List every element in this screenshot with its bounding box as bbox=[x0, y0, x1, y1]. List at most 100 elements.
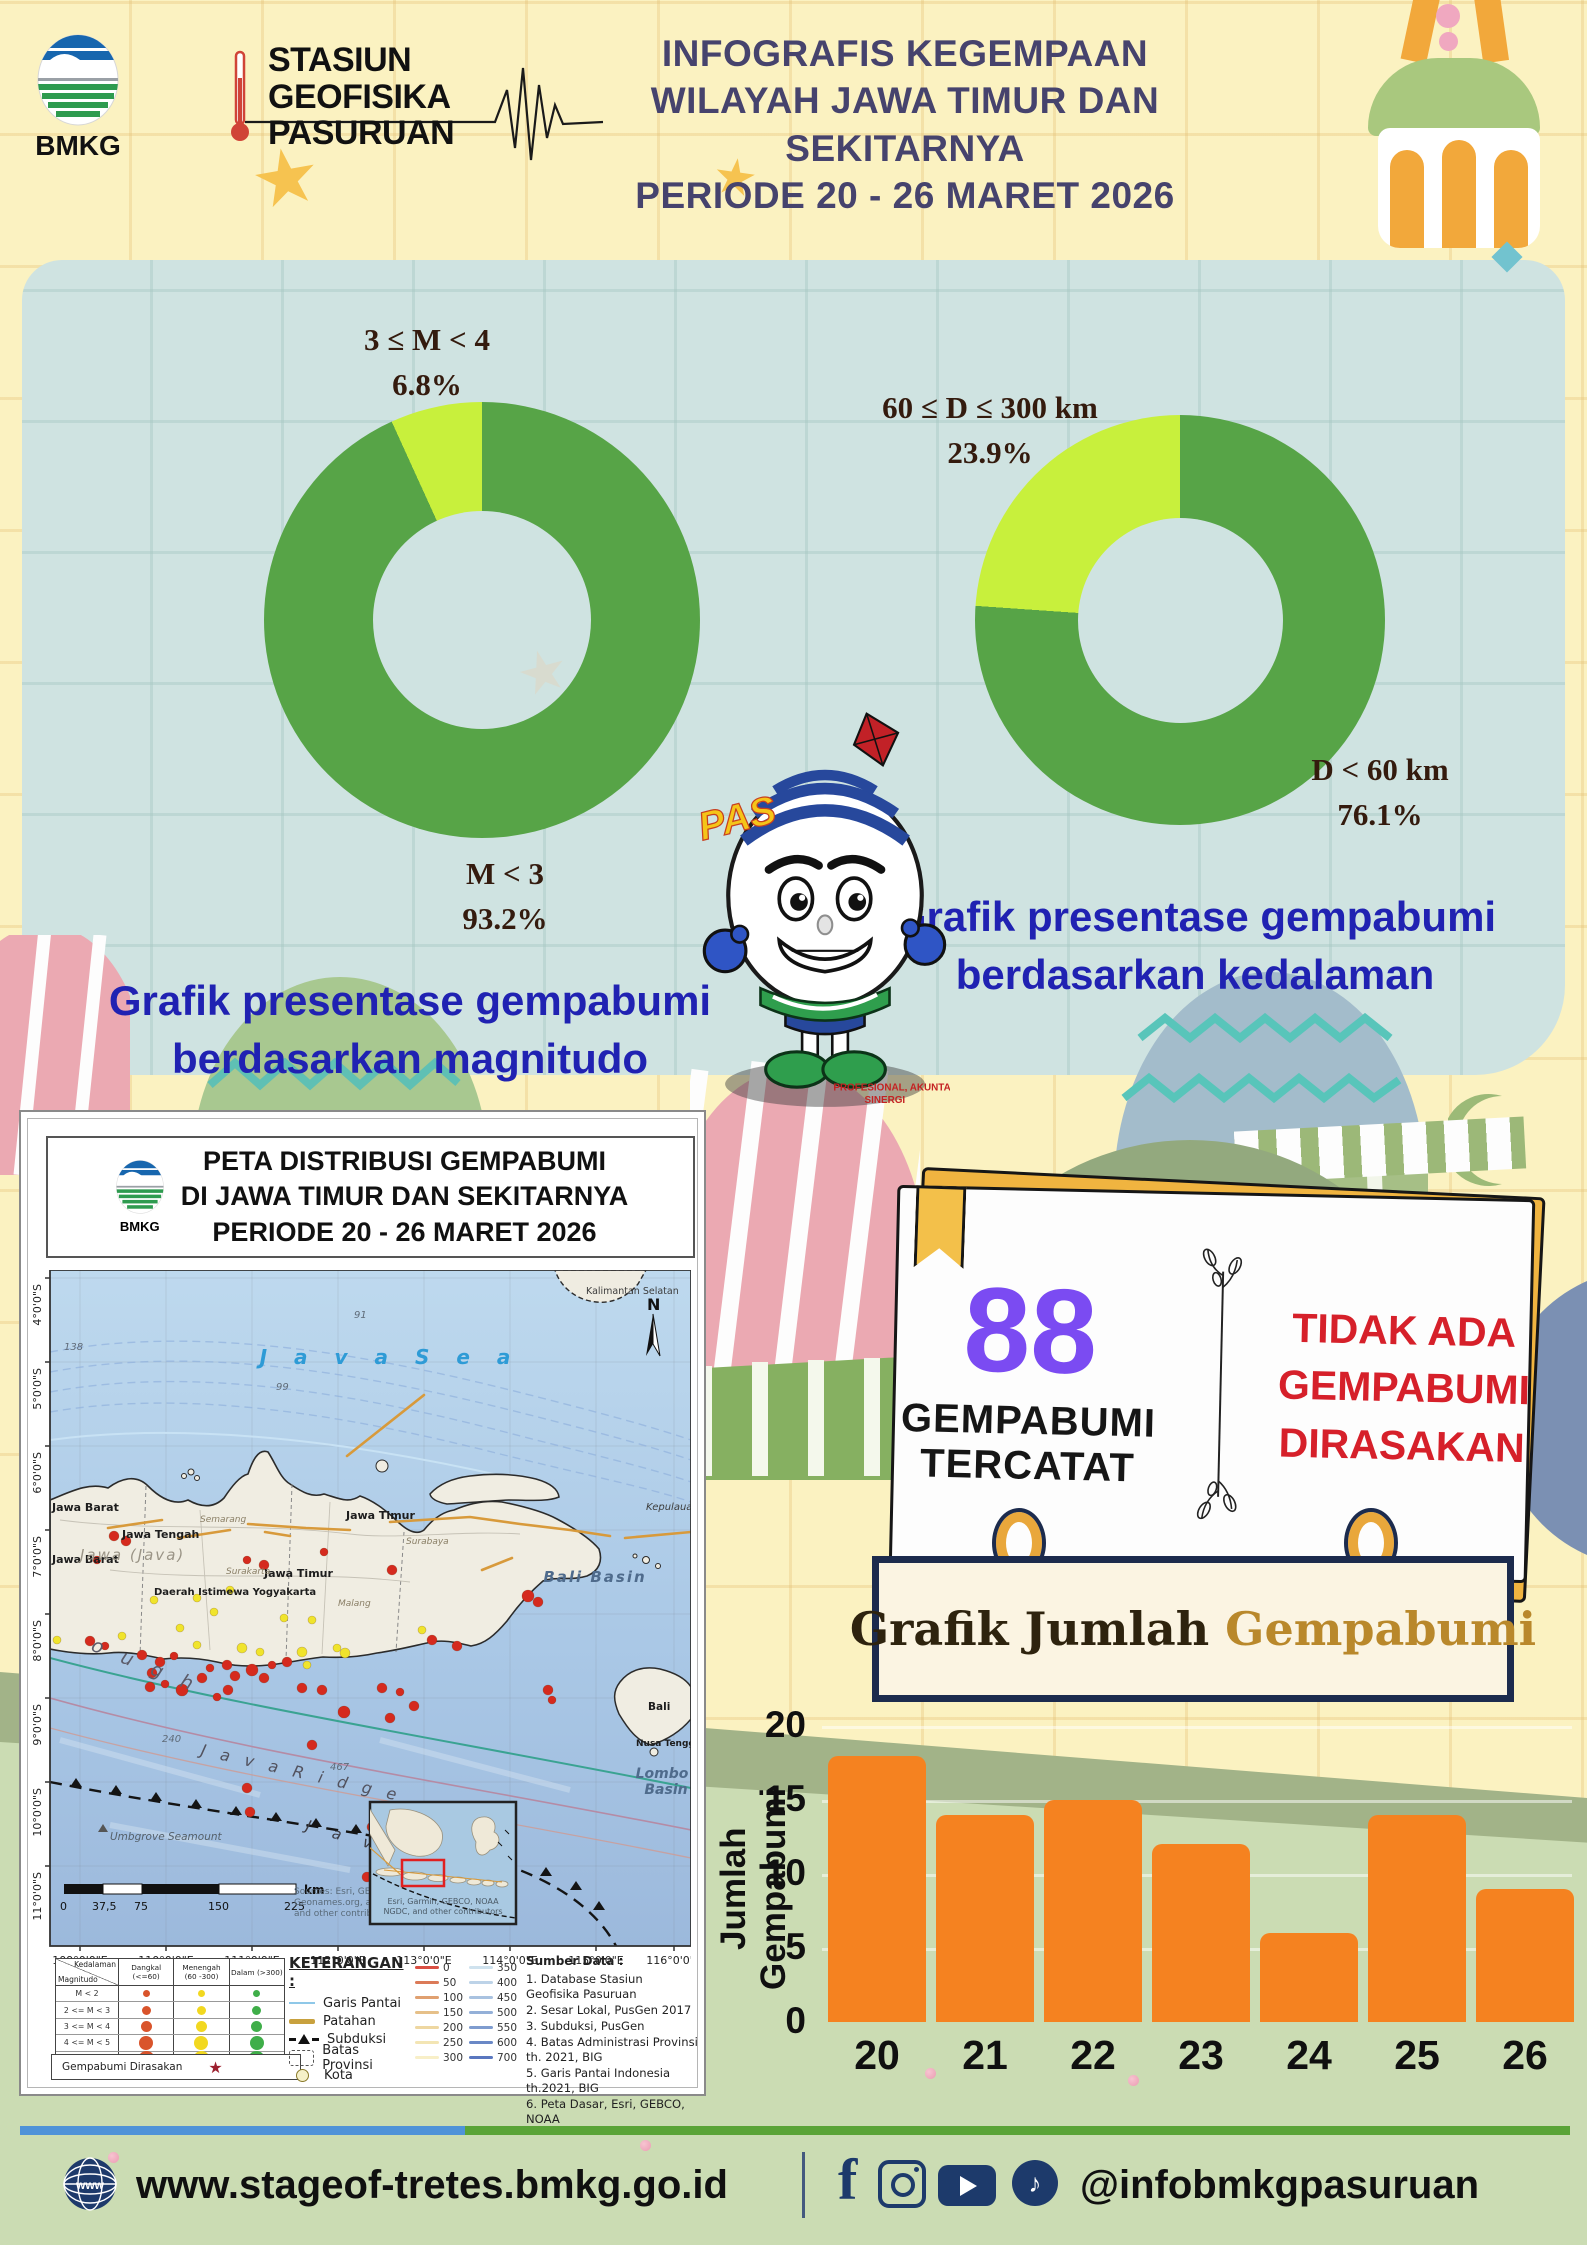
map-sources-line: and other contributors bbox=[294, 1909, 396, 1919]
quake-dot bbox=[242, 1555, 252, 1565]
quake-dot bbox=[521, 1589, 535, 1603]
data-sources: Sumber Data : 1. Database Stasiun Geofis… bbox=[526, 1954, 698, 2128]
bar-chart-y-axis-title: Jumlah Gempabumi bbox=[714, 1787, 793, 1991]
quake-dot bbox=[192, 1640, 202, 1650]
thermometer-icon bbox=[231, 50, 249, 141]
province-label: Nusa Tenggara Barat bbox=[636, 1739, 691, 1749]
keterangan-legend: KETERANGAN : Garis Pantai Patahan Subduk… bbox=[289, 1954, 411, 2085]
magnitude-row-label: 4 <= M < 5 bbox=[56, 2035, 119, 2051]
province-label: Jawa Timur bbox=[263, 1567, 333, 1580]
bmkg-logo bbox=[37, 34, 119, 126]
kalimantan-land bbox=[554, 1270, 647, 1303]
flower-decoration bbox=[1128, 2075, 1139, 2086]
quake-dot bbox=[222, 1684, 234, 1696]
legend-corner-cell: Kedalaman Magnitudo bbox=[56, 1959, 119, 1985]
lon-label: 113°0'0"E bbox=[396, 1954, 452, 1967]
lat-label: 4°0'0"S bbox=[31, 1284, 44, 1326]
depth-scale-row: 550 bbox=[469, 2020, 527, 2035]
lantern-body bbox=[1378, 128, 1540, 248]
felt-earthquake-legend: Gempabumi Dirasakan ★ bbox=[51, 2054, 301, 2080]
globe-icon: www bbox=[63, 2157, 117, 2211]
legend-col-header: Dalam (>300) bbox=[230, 1967, 283, 1977]
instagram-icon[interactable] bbox=[878, 2160, 926, 2208]
basin-label: Lombo bbox=[636, 1766, 689, 1782]
legend-item: Kota bbox=[289, 2067, 411, 2085]
quake-dot bbox=[221, 1659, 233, 1671]
city-label: Malang bbox=[338, 1599, 371, 1609]
footer-divider-green bbox=[465, 2126, 1570, 2135]
mascot-motto-line: SINERGI bbox=[865, 1095, 906, 1106]
lat-label: 9°0'0"S bbox=[31, 1704, 44, 1746]
magnitude-row: 3 <= M < 4 bbox=[56, 2018, 284, 2036]
felt-line: DIRASAKAN bbox=[1278, 1419, 1526, 1471]
quake-dot bbox=[306, 1739, 318, 1751]
lantern-dome bbox=[1368, 58, 1540, 136]
scale-tick: 75 bbox=[134, 1900, 148, 1913]
province-label: Jawa Barat bbox=[51, 1553, 119, 1566]
quake-dot bbox=[426, 1634, 438, 1646]
title-line-2: WILAYAH JAWA TIMUR DAN SEKITARNYA bbox=[650, 80, 1160, 169]
flower-decoration bbox=[1078, 1836, 1089, 1847]
lon-label: 114°0'0"E bbox=[482, 1954, 538, 1967]
quake-dot bbox=[154, 1656, 166, 1668]
source-item: 3. Subduksi, PusGen bbox=[526, 2018, 645, 2033]
quake-dot bbox=[146, 1667, 158, 1679]
contour-label: 91 bbox=[354, 1310, 367, 1321]
city-label: Surabaya bbox=[406, 1537, 449, 1547]
magnitude-row-label: 2 <= M < 3 bbox=[56, 2002, 119, 2018]
quake-dot bbox=[281, 1656, 293, 1668]
inset-map: Esri, Garmin, GEBCO, NOAA NGDC, and othe… bbox=[368, 1800, 518, 1926]
legend-item: Patahan bbox=[289, 2012, 411, 2030]
map-logo: BMKG bbox=[113, 1160, 167, 1234]
social-handle[interactable]: @infobmkgpasuruan bbox=[1080, 2163, 1480, 2207]
source-item: 1. Database Stasiun Geofisika Pasuruan bbox=[526, 1971, 643, 2001]
facebook-icon[interactable]: f bbox=[838, 2147, 858, 2212]
magnitude-row-label: M < 2 bbox=[56, 1986, 119, 2002]
legend-col-header: Menengah (60 -300) bbox=[174, 1959, 230, 1985]
slice-pct-text: 23.9% bbox=[947, 434, 1033, 470]
province-border-icon bbox=[289, 2049, 315, 2066]
quake-dot bbox=[92, 1555, 102, 1565]
quake-dot bbox=[169, 1651, 179, 1661]
lat-label: 10°0'0"S bbox=[31, 1788, 44, 1837]
source-item: 2. Sesar Lokal, PusGen 2017 bbox=[526, 2002, 692, 2017]
seismogram-icon bbox=[245, 67, 604, 161]
youtube-icon[interactable] bbox=[938, 2165, 996, 2206]
quake-dot bbox=[205, 1663, 215, 1673]
caption-line: berdasarkan kedalaman bbox=[955, 950, 1435, 998]
slice-pct-text: 76.1% bbox=[1337, 796, 1423, 832]
map-panel: BMKG PETA DISTRIBUSI GEMPABUMI DI JAWA T… bbox=[19, 1110, 706, 2126]
magnitude-dot bbox=[197, 1990, 205, 1998]
quake-dot bbox=[386, 1564, 398, 1576]
quake-dot bbox=[245, 1663, 259, 1677]
depth-scale-row: 250 bbox=[415, 2035, 473, 2050]
lantern-decoration bbox=[1350, 0, 1570, 268]
lat-label: 5°0'0"S bbox=[31, 1368, 44, 1410]
quake-dot bbox=[339, 1647, 351, 1659]
contour-label: 99 bbox=[276, 1382, 289, 1393]
corner-magnitudo: Magnitudo bbox=[58, 1975, 98, 1984]
magnitude-dot bbox=[196, 2005, 206, 2015]
contour-label: 467 bbox=[330, 1762, 350, 1773]
station-line: PASURUAN bbox=[268, 114, 455, 153]
depth-donut-chart bbox=[975, 415, 1385, 825]
lantern-bead bbox=[1436, 4, 1460, 28]
corner-kedalaman: Kedalaman bbox=[74, 1960, 116, 1969]
quake-dot bbox=[258, 1559, 270, 1571]
quake-dot bbox=[196, 1672, 208, 1684]
coastline-icon bbox=[289, 2001, 315, 2005]
felt-line: GEMPABUMI bbox=[1277, 1361, 1531, 1414]
flower-decoration bbox=[838, 1892, 849, 1903]
quake-dot bbox=[296, 1682, 308, 1694]
magnitude-row-label: 3 <= M < 4 bbox=[56, 2018, 119, 2035]
quake-dot bbox=[120, 1535, 132, 1547]
website-url[interactable]: www.stageof-tretes.bmkg.go.id bbox=[136, 2163, 728, 2207]
quake-dot bbox=[225, 1585, 235, 1595]
quake-dot bbox=[319, 1547, 329, 1557]
inset-credit-line: NGDC, and other contributors bbox=[383, 1907, 502, 1916]
basin-label: Basin bbox=[644, 1782, 687, 1798]
quake-count: 88 bbox=[962, 1262, 1099, 1400]
tiktok-icon[interactable]: ♪ bbox=[1012, 2160, 1058, 2206]
province-label: Kalimantan Selatan bbox=[586, 1286, 679, 1297]
